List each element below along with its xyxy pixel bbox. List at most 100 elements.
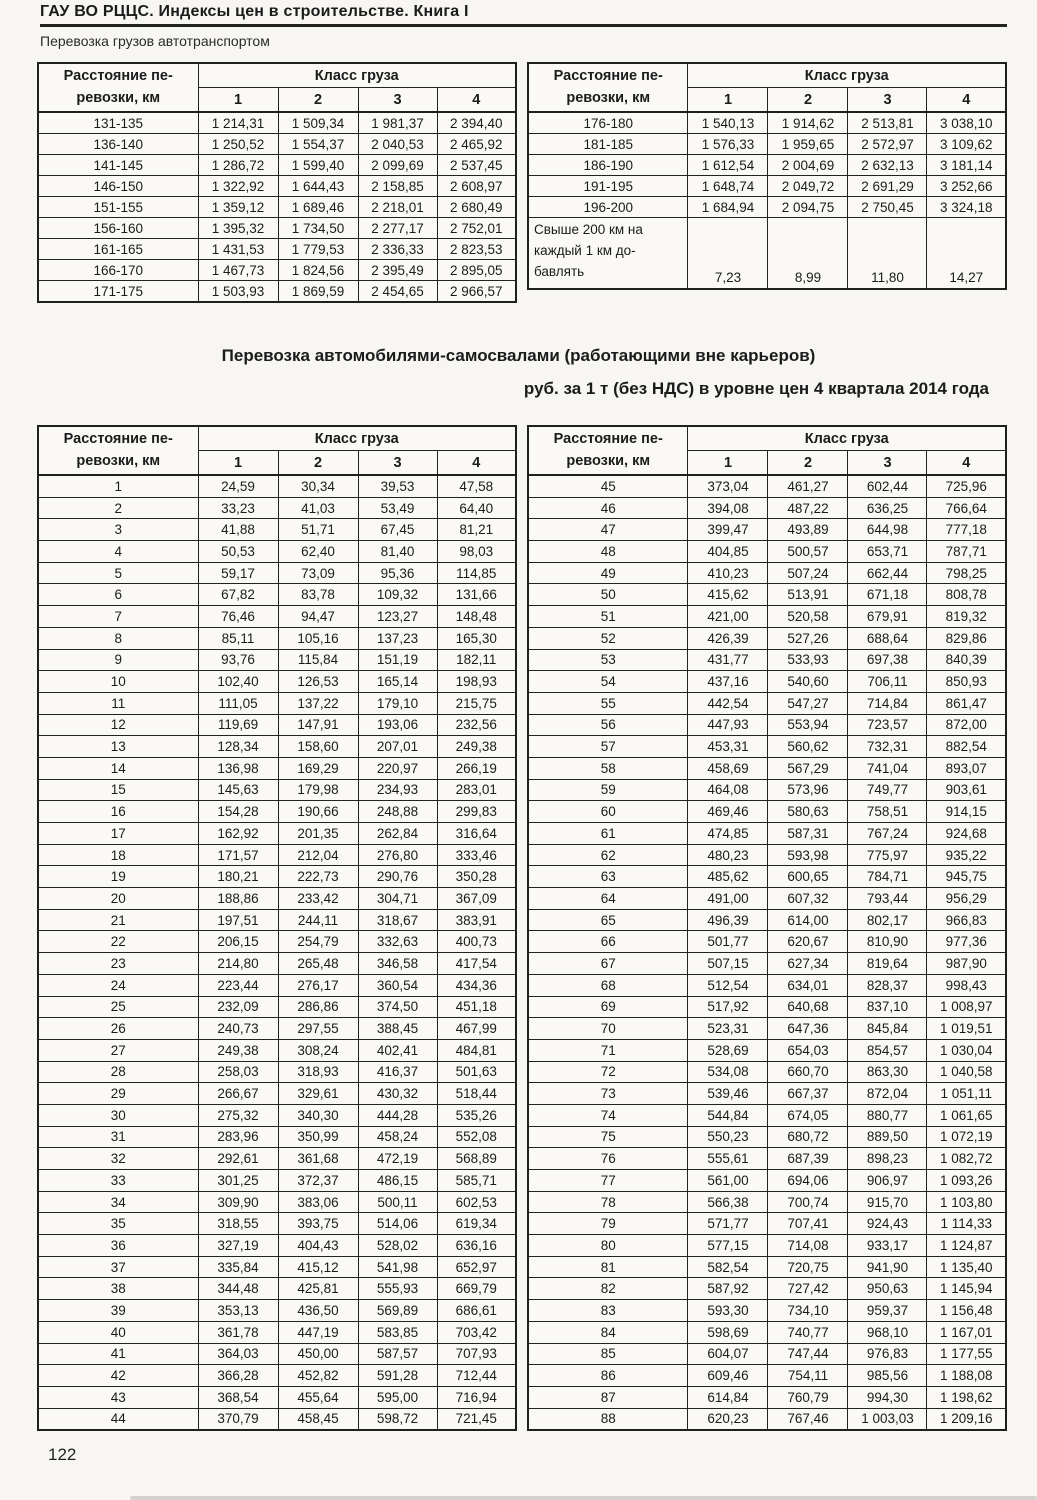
price-cell: 501,63 <box>436 1060 517 1084</box>
distance-cell: 131-135 <box>37 111 199 134</box>
distance-cell: 33 <box>37 1169 199 1192</box>
price-cell: 162,92 <box>197 822 279 845</box>
price-cell: 945,75 <box>926 865 1007 889</box>
price-cell: 547,27 <box>767 691 849 715</box>
price-cell: 372,37 <box>277 1169 359 1192</box>
price-cell: 1 509,34 <box>277 111 359 134</box>
distance-cell: 12 <box>37 713 199 737</box>
class-col-4: 4 <box>436 450 517 476</box>
table-row: 49 410,23 507,24 662,44 798,25 <box>527 561 1007 585</box>
price-cell: 686,61 <box>436 1299 517 1322</box>
price-cell: 798,25 <box>926 561 1007 585</box>
price-cell: 1 145,94 <box>926 1277 1007 1301</box>
price-cell: 2 454,65 <box>357 280 438 303</box>
price-cell: 114,85 <box>436 561 517 585</box>
distance-cell: 166-170 <box>37 259 199 281</box>
price-cell: 2 465,92 <box>436 133 517 155</box>
price-cell: 609,46 <box>687 1364 769 1387</box>
price-cell: 329,61 <box>277 1082 359 1105</box>
distance-cell: 4 <box>37 540 199 563</box>
price-cell: 222,73 <box>277 865 359 889</box>
price-cell: 850,93 <box>926 670 1007 693</box>
distance-cell: 23 <box>37 952 199 975</box>
price-cell: 215,75 <box>436 691 517 715</box>
scan-edge-artifact <box>130 1496 1037 1500</box>
price-cell: 2 608,97 <box>436 175 517 197</box>
price-cell: 706,11 <box>847 670 928 693</box>
distance-cell: 22 <box>37 930 199 954</box>
price-cell: 266,19 <box>436 756 517 780</box>
price-cell: 410,23 <box>687 561 769 585</box>
price-cell: 491,00 <box>687 887 769 910</box>
price-cell: 496,39 <box>687 908 769 932</box>
running-head: ГАУ ВО РЦЦС. Индексы цен в строительстве… <box>40 3 1007 49</box>
price-cell: 582,54 <box>687 1255 769 1279</box>
price-cell: 158,60 <box>277 735 359 758</box>
price-cell: 671,18 <box>847 583 928 607</box>
price-cell: 777,18 <box>926 518 1007 542</box>
price-cell: 552,08 <box>436 1125 517 1149</box>
table-row: 2 33,23 41,03 53,49 64,40 <box>37 496 517 520</box>
table-row: 76 555,61 687,39 898,23 1 082,72 <box>527 1147 1007 1170</box>
table-row: 61 474,85 587,31 767,24 924,68 <box>527 822 1007 845</box>
price-cell: 1 072,19 <box>926 1125 1007 1149</box>
price-cell: 126,53 <box>277 670 359 693</box>
price-cell: 368,54 <box>197 1385 279 1409</box>
table-row: 29 266,67 329,61 430,32 518,44 <box>37 1082 517 1105</box>
price-cell: 837,10 <box>847 995 928 1019</box>
table-row: 18 171,57 212,04 276,80 333,46 <box>37 843 517 867</box>
price-cell: 145,63 <box>197 778 279 802</box>
distance-cell: 49 <box>527 561 689 585</box>
distance-cell: 77 <box>527 1169 689 1192</box>
price-cell: 2 394,40 <box>436 111 517 134</box>
price-cell: 206,15 <box>197 930 279 954</box>
price-cell: 1 599,40 <box>277 154 359 176</box>
price-cell: 694,06 <box>767 1169 849 1192</box>
distance-cell: 27 <box>37 1038 199 1062</box>
price-cell: 111,05 <box>197 691 279 715</box>
price-table-131-175: Расстояние пе- ревозки, км Класс груза 1… <box>37 62 518 303</box>
price-cell: 425,81 <box>277 1277 359 1301</box>
distance-cell: 19 <box>37 865 199 889</box>
cargo-class-header: Класс груза <box>687 425 1007 451</box>
price-cell: 318,67 <box>357 908 438 932</box>
price-cell: 653,71 <box>847 540 928 563</box>
price-cell: 550,23 <box>687 1125 769 1149</box>
price-cell: 636,16 <box>436 1234 517 1257</box>
price-cell: 587,57 <box>357 1342 438 1366</box>
distance-cell: 74 <box>527 1103 689 1127</box>
price-cell: 179,10 <box>357 691 438 715</box>
table-row: 12 119,69 147,91 193,06 232,56 <box>37 713 517 737</box>
price-cell: 1 003,03 <box>847 1407 928 1431</box>
price-cell: 1 684,94 <box>687 196 769 218</box>
distance-cell: 87 <box>527 1385 689 1409</box>
price-cell: 966,83 <box>926 908 1007 932</box>
distance-cell: 15 <box>37 778 199 802</box>
price-cell: 568,89 <box>436 1147 517 1170</box>
price-cell: 426,39 <box>687 626 769 650</box>
price-cell: 619,34 <box>436 1212 517 1236</box>
price-cell: 700,74 <box>767 1190 849 1214</box>
distance-cell: 64 <box>527 887 689 910</box>
table-row: 15 145,63 179,98 234,93 283,01 <box>37 778 517 802</box>
table-row: 156-160 1 395,32 1 734,50 2 277,17 2 752,01 <box>37 217 517 239</box>
table-row: 7 76,46 94,47 123,27 148,48 <box>37 605 517 628</box>
price-cell: 109,32 <box>357 583 438 607</box>
price-cell: 2 750,45 <box>847 196 928 218</box>
price-cell: 94,47 <box>277 605 359 628</box>
price-cell: 714,84 <box>847 691 928 715</box>
price-cell: 297,55 <box>277 1017 359 1040</box>
price-cell: 223,44 <box>197 973 279 997</box>
price-table-45-88: Расстояние пе- ревозки, км Класс груза 1… <box>526 425 1007 1432</box>
price-cell: 171,57 <box>197 843 279 867</box>
table-row: 86 609,46 754,11 985,56 1 188,08 <box>527 1364 1007 1387</box>
distance-cell: 7 <box>37 605 199 628</box>
distance-cell: 24 <box>37 973 199 997</box>
cargo-class-header: Класс груза <box>197 425 517 451</box>
distance-cell: 69 <box>527 995 689 1019</box>
price-cell: 507,24 <box>767 561 849 585</box>
price-cell: 640,68 <box>767 995 849 1019</box>
distance-cell: 68 <box>527 973 689 997</box>
price-cell: 458,24 <box>357 1125 438 1149</box>
distance-cell: 47 <box>527 518 689 542</box>
